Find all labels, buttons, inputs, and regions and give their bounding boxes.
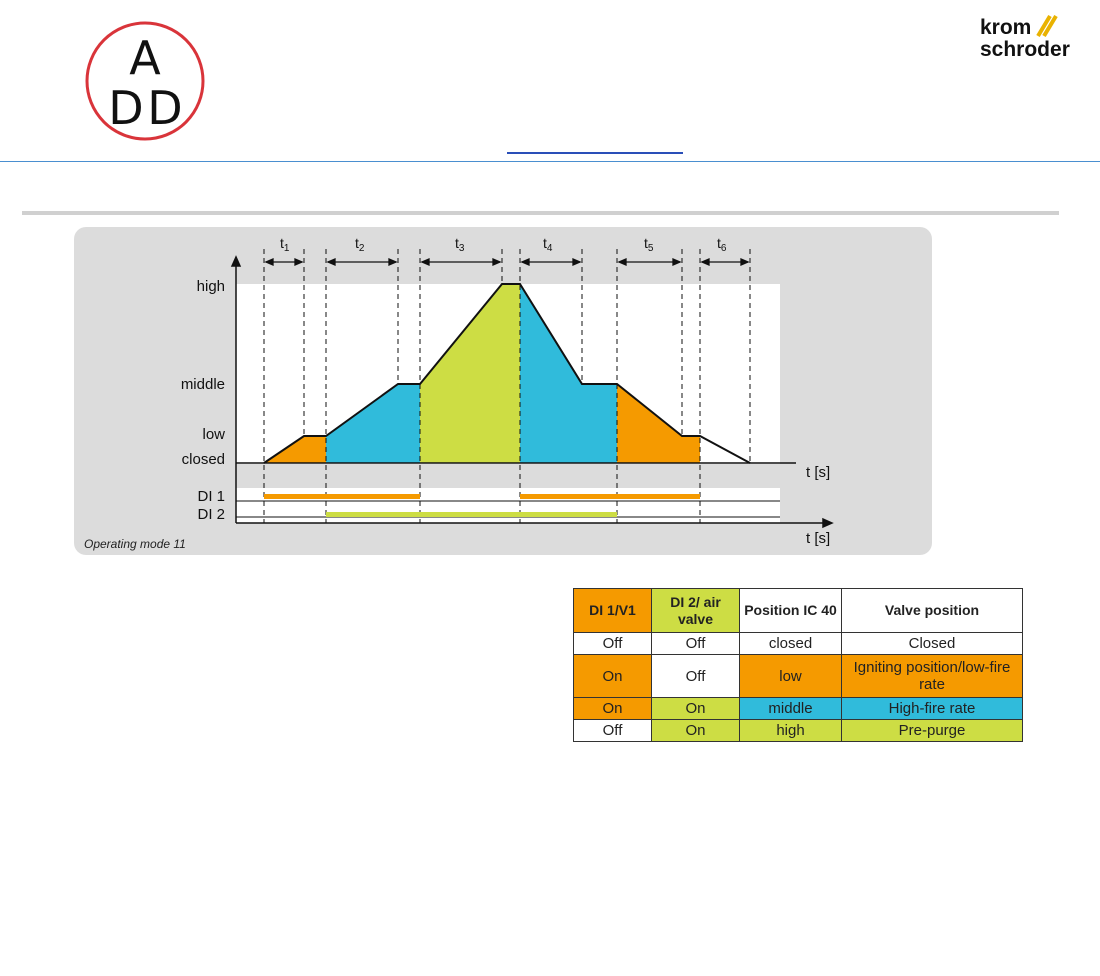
table-cell: On [651,697,740,720]
table-cell: Pre-purge [841,719,1023,742]
svg-text:schroder: schroder [980,38,1070,60]
region-ramp-middle [326,384,420,463]
table-row: Off Off closed Closed [573,632,1023,655]
table-cell: Off [651,632,740,655]
kromschroder-logo: krom schroder [980,14,1070,60]
table-cell: High-fire rate [841,697,1023,720]
t5-label: t5 [644,235,654,254]
valve-position-table: DI 1/V1 DI 2/ air valve Position IC 40 V… [573,588,1023,742]
table-cell: On [573,654,652,698]
signal-area [236,488,780,523]
diagram-caption: Operating mode 11 [84,537,186,551]
table-row: On On middle High-fire rate [573,697,1023,720]
region-prepurge [420,284,520,463]
region-ramp-down [520,284,617,463]
valve-curve [263,283,751,464]
table-cell: Off [573,632,652,655]
table-cell: On [651,719,740,742]
t1-label: t1 [280,235,290,254]
y-label-closed: closed [182,451,225,468]
di1-pulse-2 [520,494,700,499]
axis-label-top: t [s] [806,464,830,481]
table-cell: Off [573,719,652,742]
table-row: On Off low Igniting position/low-fire ra… [573,654,1023,698]
y-label-high: high [197,278,225,295]
table-header-row: DI 1/V1 DI 2/ air valve Position IC 40 V… [573,588,1023,633]
y-label-middle: middle [181,376,225,393]
region-low-fire [617,384,700,463]
signal-label-di2: DI 2 [197,506,225,523]
svg-text:A: A [129,31,161,85]
t2-label: t2 [355,235,365,254]
table-cell: Igniting position/low-fire rate [841,654,1023,698]
svg-text:D: D [108,81,143,135]
di2-pulse [326,512,617,517]
region-igniting [264,436,326,463]
header-di2: DI 2/ air valve [651,588,740,633]
axes [230,255,834,529]
di1-pulse-1 [264,494,420,499]
signal-label-di1: DI 1 [197,488,225,505]
time-markers [263,249,751,523]
table-cell: closed [739,632,842,655]
axis-label-bottom: t [s] [806,530,830,547]
table-cell: Off [651,654,740,698]
table-cell: On [573,697,652,720]
t4-label: t4 [543,235,553,254]
table-cell: low [739,654,842,698]
header-di1: DI 1/V1 [573,588,652,633]
operating-mode-diagram: t1 t2 t3 t4 t5 t6 high middle low closed… [74,227,932,555]
y-label-low: low [202,426,225,443]
table-cell: middle [739,697,842,720]
section-divider [22,211,1059,215]
add-logo: A D D [85,21,205,141]
table-cell: Closed [841,632,1023,655]
svg-text:krom: krom [980,16,1031,39]
interval-arrows [264,258,750,266]
t6-label: t6 [717,235,727,254]
table-cell: high [739,719,842,742]
header-valve-position: Valve position [841,588,1023,633]
header-divider [0,161,1100,162]
svg-text:D: D [147,81,182,135]
t3-label: t3 [455,235,465,254]
table-row: Off On high Pre-purge [573,719,1023,742]
header-link[interactable] [507,136,683,154]
header-position: Position IC 40 [739,588,842,633]
